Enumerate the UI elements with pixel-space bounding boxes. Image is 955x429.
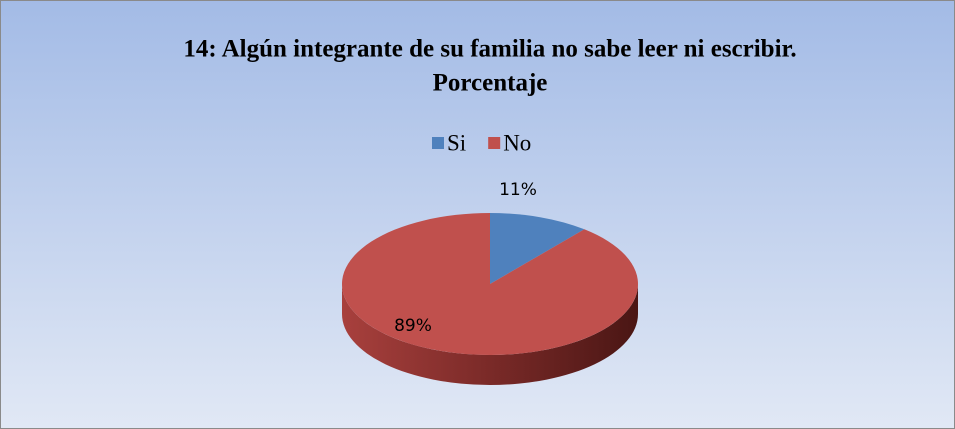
pie-slice (490, 213, 585, 284)
legend: Si No (432, 130, 531, 155)
chart-title: Porcentaje (433, 70, 548, 97)
legend-swatch (488, 137, 501, 149)
pie-slice-side (342, 284, 638, 385)
chart-title: 14: Algún integrante de su familia no sa… (183, 36, 796, 63)
data-label: 11% (499, 180, 537, 200)
legend-swatch (432, 137, 444, 149)
pie: 11% 89% (342, 180, 638, 385)
pie-slice (342, 213, 638, 355)
legend-label: No (503, 130, 531, 155)
data-label: 89% (394, 316, 432, 336)
legend-label: Si (447, 130, 466, 155)
